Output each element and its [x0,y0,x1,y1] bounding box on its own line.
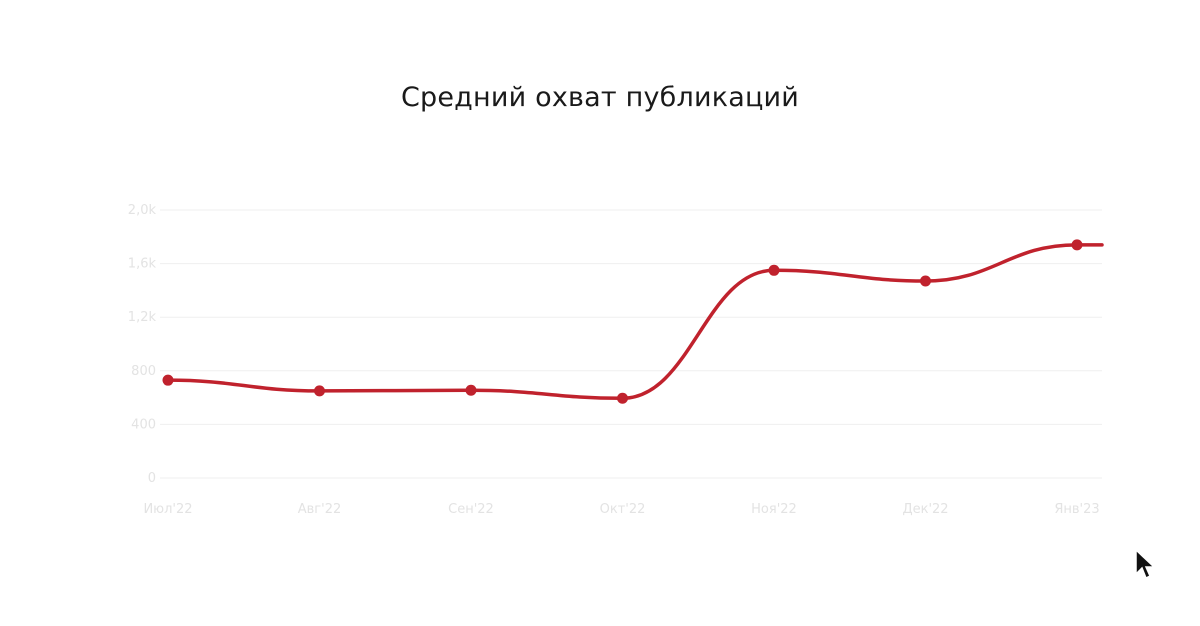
y-tick-label: 2,0k [128,203,157,218]
chart-title: Средний охват публикаций [400,82,800,113]
data-point[interactable] [768,264,780,276]
y-tick-label: 1,2k [128,310,157,325]
data-point[interactable] [162,374,174,386]
x-tick-label: Янв'23 [1054,502,1099,517]
x-tick-label: Июл'22 [143,502,192,517]
data-point[interactable] [617,392,628,404]
y-tick-label: 800 [131,364,156,379]
grid-layer [160,209,1102,479]
y-tick-label: 400 [131,417,156,432]
y-axis-ticks: 0 400 800 1,2k 1,6k 2,0k [128,203,157,486]
y-tick-label: 0 [148,471,156,486]
mouse-pointer-icon [1134,548,1158,588]
data-point[interactable] [1071,239,1083,251]
x-tick-label: Сен'22 [448,502,494,517]
data-point[interactable] [314,385,325,397]
series-line [166,243,1104,401]
x-tick-label: Окт'22 [600,502,646,517]
x-axis-ticks: Июл'22 Авг'22 Сен'22 Окт'22 Ноя'22 Дек'22 Янв'… [143,502,1099,517]
data-point[interactable] [465,384,477,396]
data-point[interactable] [920,275,931,287]
series-layer [162,239,1104,404]
x-tick-label: Авг'22 [298,502,342,517]
x-tick-label: Дек'22 [902,502,948,517]
x-tick-label: Ноя'22 [751,502,797,517]
y-tick-label: 1,6k [128,257,157,272]
